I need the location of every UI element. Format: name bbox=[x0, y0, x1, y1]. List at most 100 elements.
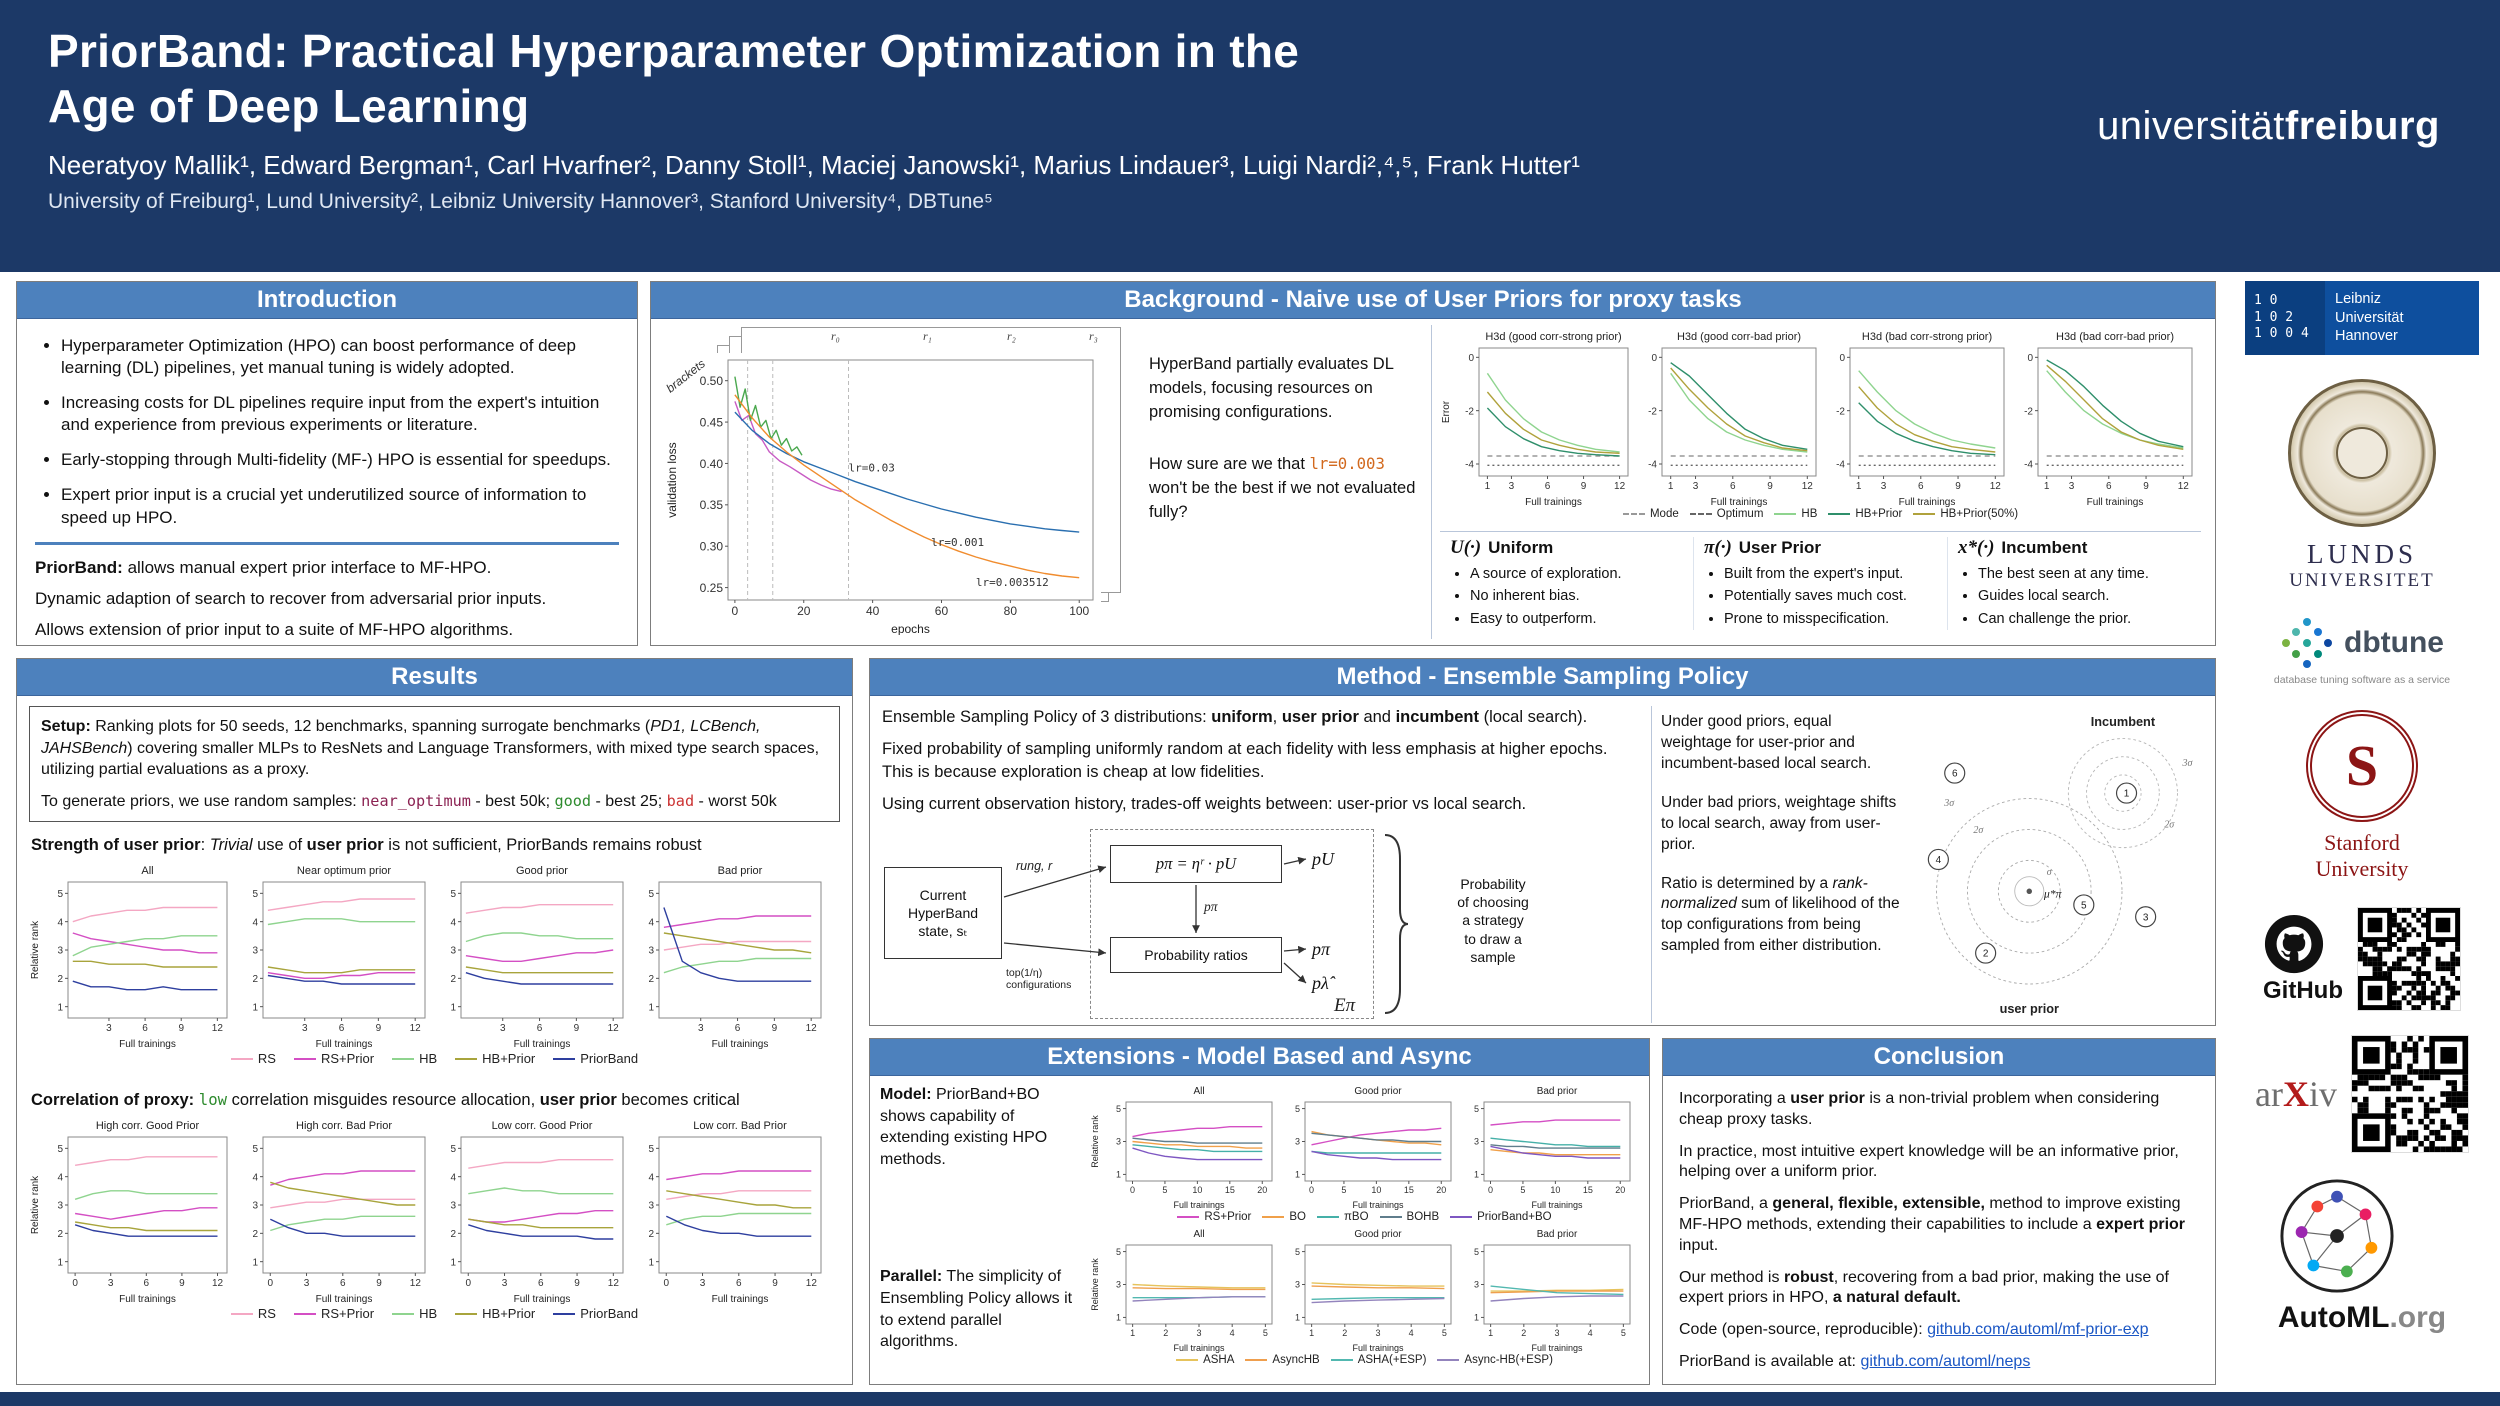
method-right-column: Under good priors, equal weightage for u… bbox=[1661, 706, 1901, 1023]
svg-text:12: 12 bbox=[2178, 481, 2190, 492]
svg-text:5: 5 bbox=[57, 889, 63, 900]
top-configs-arrow-label: top(1/η) configurations bbox=[1006, 967, 1072, 992]
svg-text:1: 1 bbox=[1474, 1313, 1479, 1323]
svg-text:9: 9 bbox=[376, 1278, 382, 1289]
svg-text:15: 15 bbox=[1225, 1185, 1235, 1195]
svg-text:6: 6 bbox=[144, 1278, 150, 1289]
svg-text:3: 3 bbox=[57, 946, 63, 957]
svg-text:5: 5 bbox=[648, 889, 654, 900]
stanford-logo-text: Stanford University bbox=[2315, 829, 2409, 882]
svg-text:Full trainings: Full trainings bbox=[712, 1039, 769, 1049]
svg-text:3: 3 bbox=[252, 946, 258, 957]
svg-text:3: 3 bbox=[1116, 1280, 1121, 1290]
svg-text:12: 12 bbox=[410, 1023, 422, 1034]
method-paragraph: Ensemble Sampling Policy of 3 distributi… bbox=[882, 708, 1588, 726]
svg-text:6: 6 bbox=[537, 1023, 543, 1034]
legend-item: BO bbox=[1262, 1211, 1306, 1223]
affiliations-line: University of Freiburg¹, Lund University… bbox=[48, 190, 993, 214]
svg-text:1: 1 bbox=[450, 1003, 456, 1014]
svg-text:3: 3 bbox=[108, 1278, 114, 1289]
svg-text:Error: Error bbox=[1441, 400, 1452, 423]
chart-h3d-good-corr-bad-prior: H3d (good corr-bad prior) 1 3 6 9 12 0 -2 -4 Full… bbox=[1640, 329, 1824, 507]
model-chart-row: All 0 5 10 15 20 1 3 5 Full trainings Relative ran… bbox=[1090, 1084, 1639, 1210]
svg-text:1: 1 bbox=[1668, 481, 1674, 492]
footer-bar bbox=[0, 1392, 2500, 1406]
incumbent-symbol: x*(·) bbox=[1958, 537, 1995, 558]
poster-title: PriorBand: Practical Hyperparameter Opti… bbox=[48, 24, 2452, 134]
svg-text:3: 3 bbox=[1116, 1137, 1121, 1147]
svg-text:1: 1 bbox=[450, 1258, 456, 1269]
svg-text:lr=0.03: lr=0.03 bbox=[849, 462, 895, 475]
setup-line: To generate priors, we use random sample… bbox=[41, 791, 777, 810]
panel-background: Background - Naive use of User Priors fo… bbox=[650, 281, 2216, 646]
method-title: Method - Ensemble Sampling Policy bbox=[870, 659, 2215, 696]
svg-text:0: 0 bbox=[1468, 353, 1474, 364]
svg-text:60: 60 bbox=[935, 604, 949, 618]
svg-text:3: 3 bbox=[502, 1278, 508, 1289]
chart-results-near-optimum-prior: Near optimum prior 3 6 9 12 1 2 3 4 5 Full trainin… bbox=[241, 863, 433, 1050]
bullet-item: Early-stopping through Multi-fidelity (M… bbox=[61, 449, 619, 471]
svg-text:-4: -4 bbox=[1648, 460, 1657, 471]
results-title: Results bbox=[17, 659, 852, 696]
legend-item: AsyncHB bbox=[1245, 1354, 1320, 1366]
svg-text:-2: -2 bbox=[1836, 406, 1845, 417]
method-paragraph: Fixed probability of sampling uniformly … bbox=[882, 740, 1608, 781]
svg-text:4: 4 bbox=[1588, 1328, 1593, 1338]
lund-seal-icon bbox=[2288, 379, 2436, 527]
svg-text:5: 5 bbox=[1295, 1247, 1300, 1257]
extensions-body: Model: PriorBand+BO shows capability of … bbox=[870, 1076, 1649, 1378]
ranking-chart-row-2: High corr. Good Prior 0 3 6 9 12 1 2 3 4 5 Full tra… bbox=[29, 1118, 840, 1305]
svg-text:0: 0 bbox=[2027, 353, 2033, 364]
svg-text:1: 1 bbox=[1488, 1328, 1493, 1338]
svg-text:3: 3 bbox=[1554, 1328, 1559, 1338]
svg-text:Good prior: Good prior bbox=[1354, 1229, 1402, 1240]
svg-text:2: 2 bbox=[1521, 1328, 1526, 1338]
link[interactable]: github.com/automl/neps bbox=[1860, 1352, 2031, 1370]
chart-ext-model-bad-prior: Bad prior 0 5 10 15 20 1 3 5 Full trainings bbox=[1464, 1084, 1638, 1210]
svg-text:20: 20 bbox=[797, 604, 811, 618]
automl-logo: AutoML.org bbox=[2278, 1177, 2446, 1335]
chart-results-all: All 3 6 9 12 1 2 3 4 5 Full trainings Relative rank bbox=[29, 863, 235, 1050]
extensions-legend-2: ASHA AsyncHB ASHA(+ESP) Async-HB(+ESP) bbox=[1090, 1354, 1639, 1366]
user-prior-symbol: π(·) bbox=[1704, 537, 1732, 558]
automl-logo-text: AutoML.org bbox=[2277, 1300, 2447, 1334]
priorband-summary: PriorBand: allows manual expert prior in… bbox=[35, 557, 619, 641]
svg-text:3: 3 bbox=[1375, 1328, 1380, 1338]
legend-item: HB+Prior bbox=[455, 1306, 535, 1321]
svg-text:Low corr. Bad Prior: Low corr. Bad Prior bbox=[693, 1120, 787, 1132]
panel-results: Results Setup: Ranking plots for 50 seed… bbox=[16, 658, 853, 1385]
svg-text:High corr. Bad Prior: High corr. Bad Prior bbox=[296, 1120, 392, 1132]
svg-text:9: 9 bbox=[376, 1023, 382, 1034]
svg-text:H3d (bad corr-strong prior): H3d (bad corr-strong prior) bbox=[1862, 331, 1992, 343]
svg-text:4: 4 bbox=[648, 1173, 654, 1184]
svg-text:0: 0 bbox=[1839, 353, 1845, 364]
svg-text:3: 3 bbox=[1693, 481, 1699, 492]
svg-text:3: 3 bbox=[302, 1023, 308, 1034]
conclusion-paragraph: Incorporating a user prior is a non-triv… bbox=[1679, 1090, 2160, 1128]
svg-text:H3d (bad corr-bad prior): H3d (bad corr-bad prior) bbox=[2056, 331, 2174, 343]
bullet-item: The best seen at any time. bbox=[1978, 563, 2191, 585]
link[interactable]: github.com/automl/mf-prior-exp bbox=[1927, 1321, 2149, 1339]
svg-text:Bad prior: Bad prior bbox=[1537, 1229, 1578, 1240]
chart-ext-async-all: All 1 2 3 4 5 1 3 5 Full trainings Relative rank bbox=[1090, 1227, 1280, 1353]
svg-text:Full trainings: Full trainings bbox=[712, 1294, 769, 1304]
svg-text:5: 5 bbox=[1116, 1104, 1121, 1114]
bullet-item: No inherent bias. bbox=[1470, 585, 1683, 607]
rung-label: r₀ bbox=[831, 329, 840, 343]
summary-line: PriorBand: allows manual expert prior in… bbox=[35, 557, 492, 577]
incumbent-prior-diagram: Incumbent user prior μ*π 1 2 3 4 5 6 σ 2σ 3σ 2σ 3σ bbox=[1902, 706, 2202, 1022]
svg-text:0: 0 bbox=[1651, 353, 1657, 364]
freiburg-logo-part1: universität bbox=[2097, 104, 2285, 148]
svg-text:80: 80 bbox=[1004, 604, 1018, 618]
svg-text:-4: -4 bbox=[1836, 460, 1845, 471]
svg-text:1: 1 bbox=[1474, 1170, 1479, 1180]
svg-text:2: 2 bbox=[648, 974, 654, 985]
p-uniform-output: pU bbox=[1312, 849, 1334, 870]
svg-text:6: 6 bbox=[339, 1023, 345, 1034]
svg-text:4: 4 bbox=[252, 918, 258, 929]
chart-ext-async-bad-prior: Bad prior 1 2 3 4 5 1 3 5 Full trainings bbox=[1464, 1227, 1638, 1353]
svg-text:1: 1 bbox=[57, 1258, 63, 1269]
svg-text:1: 1 bbox=[1130, 1328, 1135, 1338]
chart-h3d-good-corr-strong-prior: H3d (good corr-strong prior) 1 3 6 9 12 0 -2 -4 F… bbox=[1440, 329, 1636, 507]
svg-text:4: 4 bbox=[1230, 1328, 1235, 1338]
